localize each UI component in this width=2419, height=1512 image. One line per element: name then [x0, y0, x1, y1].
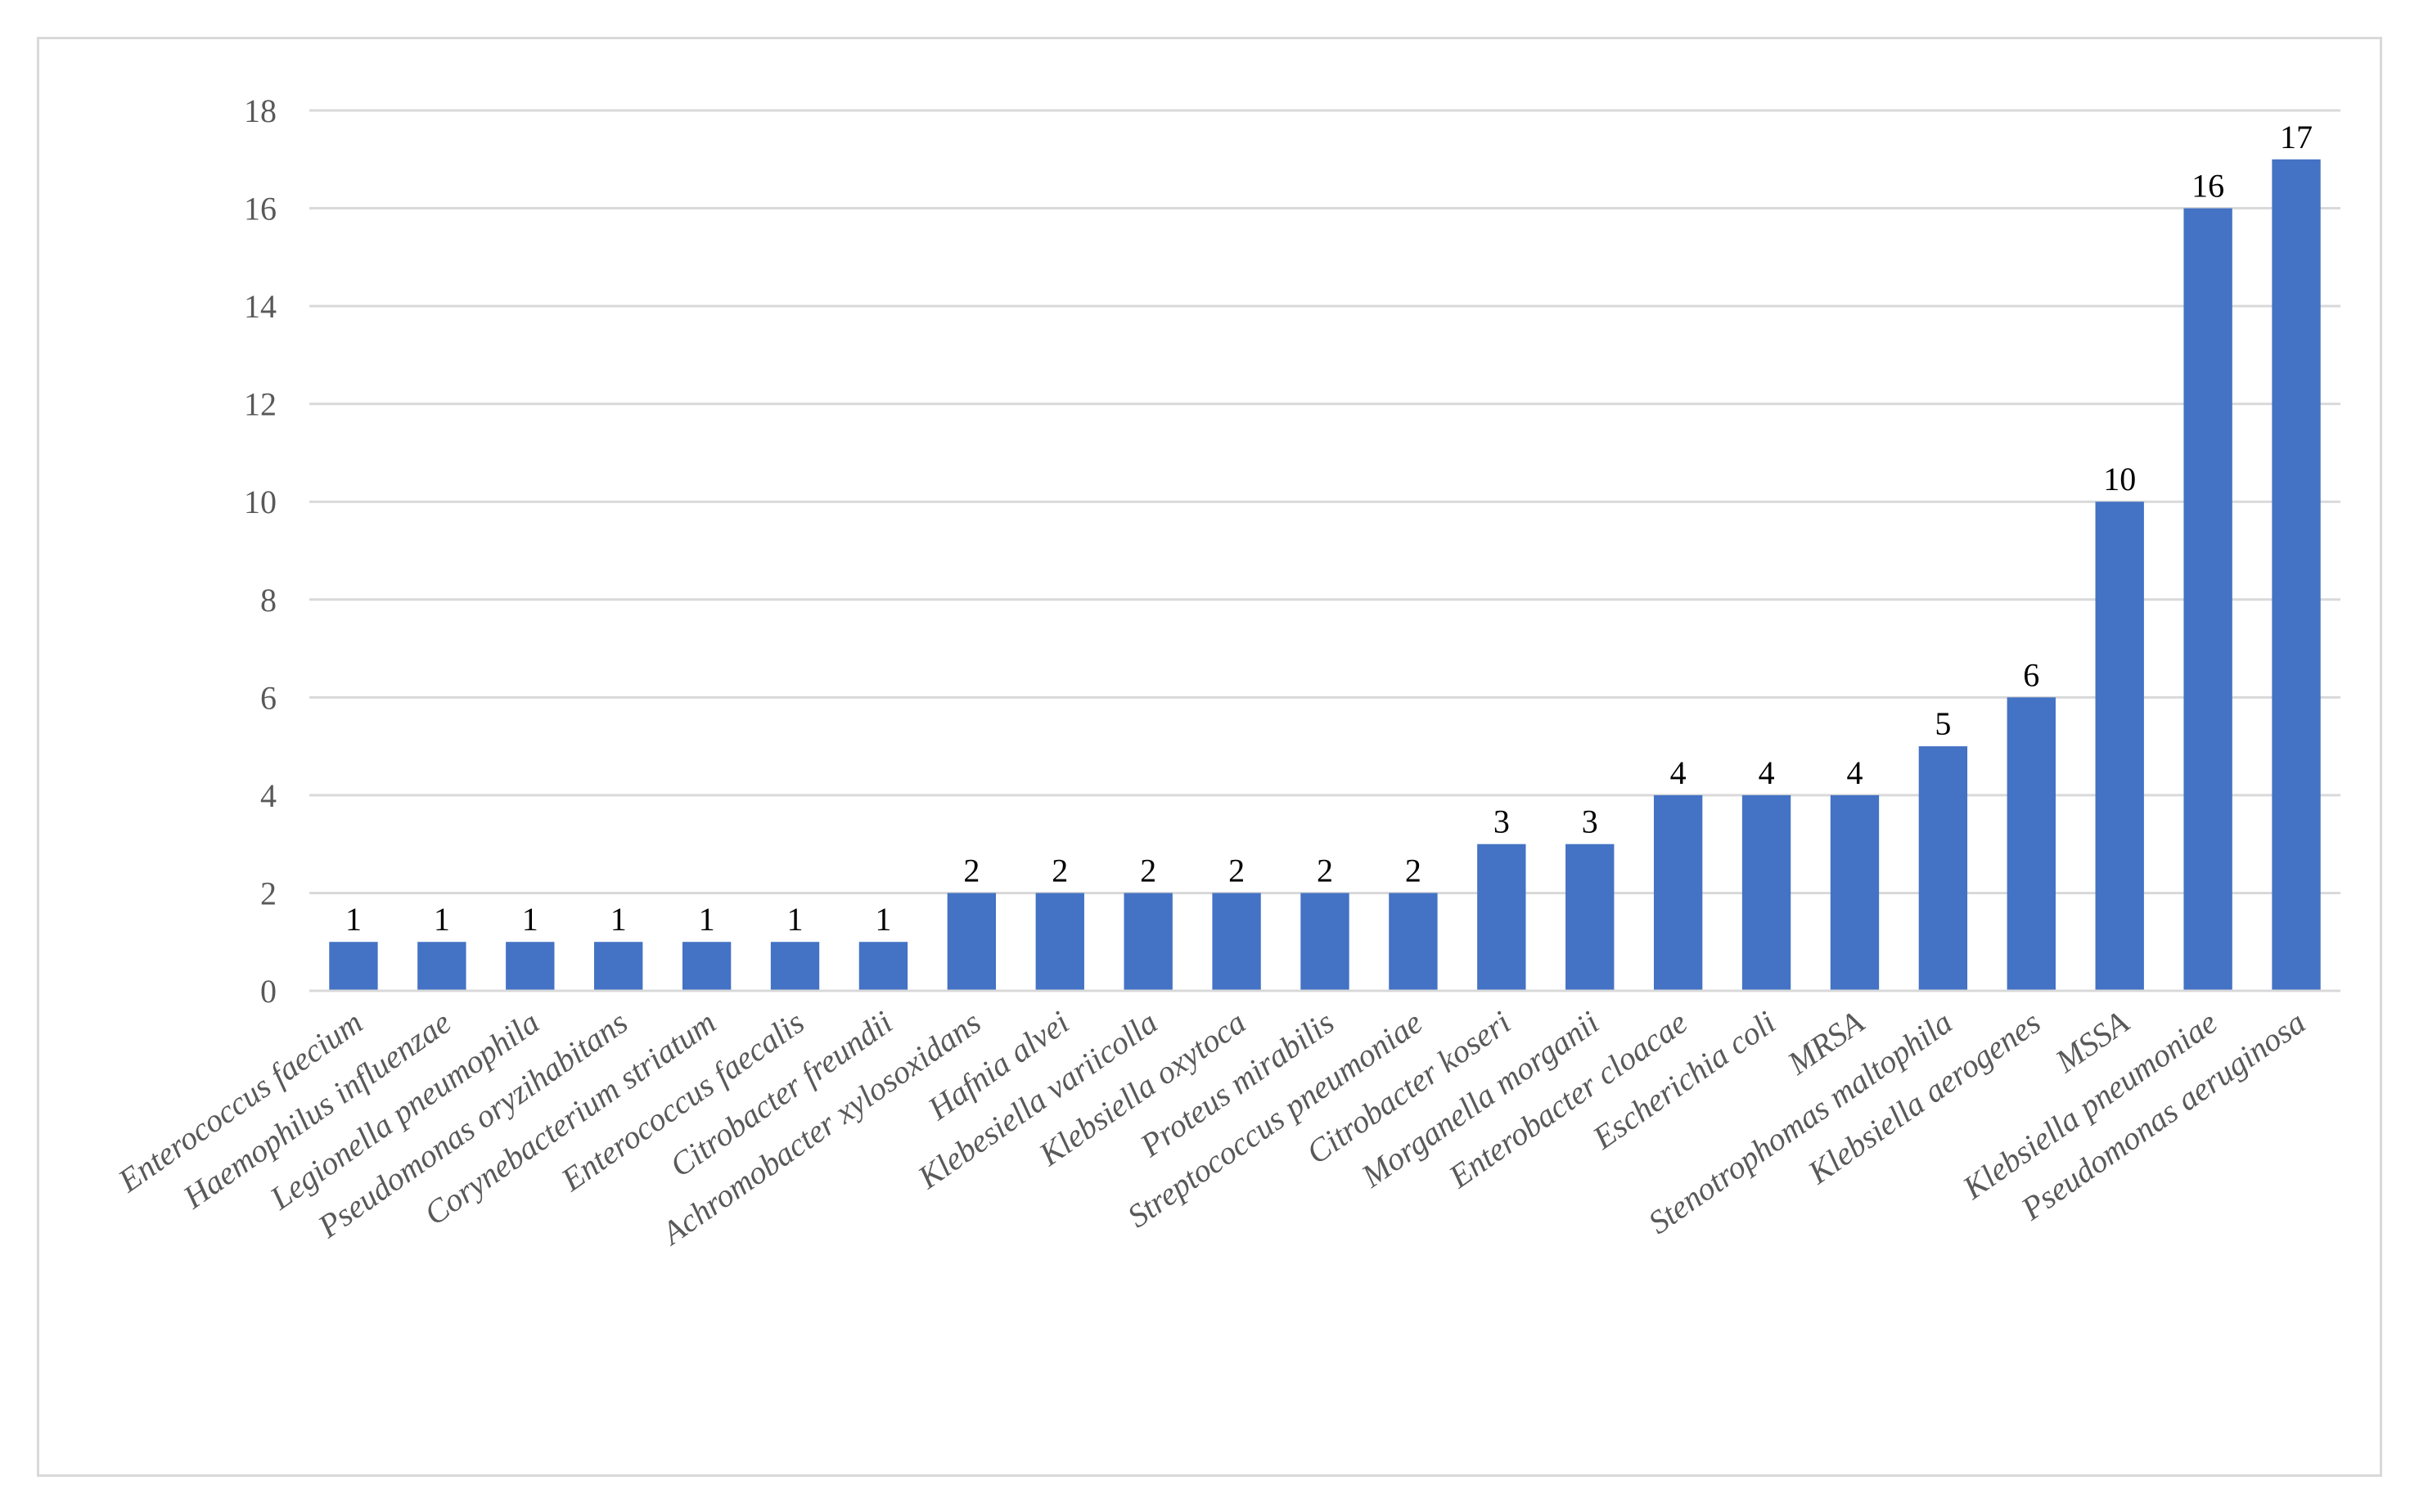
y-tick-label: 4	[260, 777, 277, 814]
data-label: 1	[699, 901, 715, 938]
bar	[1918, 746, 1968, 991]
bar	[2183, 208, 2232, 992]
data-label: 1	[434, 901, 450, 938]
y-tick-label: 12	[244, 386, 277, 423]
y-tick-label: 8	[260, 582, 277, 619]
y-tick-label: 18	[244, 92, 277, 129]
bar	[1653, 794, 1703, 991]
bar	[1741, 794, 1791, 991]
bar	[1035, 893, 1084, 991]
gridlines	[309, 109, 2340, 894]
bar	[506, 942, 555, 991]
bar	[2272, 159, 2321, 991]
chart-frame: 0 2 4 6 8 10 12 14 16 18 1 1 1 1 1 1 1 2 2 2 2 2 2 3 3 4 4 4 5 6 10 16…	[37, 37, 2382, 1477]
data-label: 3	[1493, 803, 1510, 840]
data-label: 2	[1317, 852, 1333, 889]
bar	[947, 893, 997, 991]
data-label: 3	[1582, 803, 1598, 840]
data-label: 1	[345, 901, 362, 938]
data-label: 2	[1228, 852, 1245, 889]
bar	[682, 942, 732, 991]
data-label: 1	[787, 901, 804, 938]
bar	[1212, 893, 1261, 991]
data-labels: 1 1 1 1 1 1 1 2 2 2 2 2 2 3 3 4 4 4 5 6 10 16 17	[345, 119, 2313, 938]
data-label: 6	[2023, 656, 2039, 693]
y-tick-label: 2	[260, 875, 277, 911]
data-label: 1	[875, 901, 891, 938]
bar	[1389, 893, 1438, 991]
bar	[1124, 893, 1173, 991]
bars	[329, 159, 2321, 992]
y-tick-label: 6	[260, 679, 277, 716]
data-label: 5	[1935, 705, 1951, 742]
data-label: 4	[1846, 754, 1863, 791]
bar	[2007, 697, 2056, 991]
data-label: 1	[522, 901, 538, 938]
data-label: 2	[963, 852, 980, 889]
bar	[770, 942, 820, 991]
data-label: 4	[1670, 754, 1687, 791]
y-tick-label: 14	[244, 288, 277, 325]
y-axis-ticks: 0 2 4 6 8 10 12 14 16 18	[244, 92, 277, 1010]
bar	[1300, 893, 1349, 991]
data-label: 1	[610, 901, 627, 938]
data-label: 2	[1405, 852, 1421, 889]
bar	[329, 942, 378, 991]
data-label: 16	[2192, 168, 2224, 205]
data-label: 17	[2280, 119, 2313, 155]
bar	[858, 942, 908, 991]
bar	[594, 942, 643, 991]
y-tick-label: 0	[260, 973, 277, 1010]
data-label: 10	[2103, 461, 2136, 497]
data-label: 2	[1140, 852, 1156, 889]
bar	[417, 942, 466, 991]
bar	[1565, 844, 1615, 991]
y-tick-label: 16	[244, 191, 277, 227]
bar	[2095, 502, 2144, 991]
y-tick-label: 10	[244, 484, 277, 520]
bar	[1830, 794, 1880, 991]
data-label: 2	[1052, 852, 1068, 889]
data-label: 4	[1759, 754, 1775, 791]
bar	[1477, 844, 1526, 991]
